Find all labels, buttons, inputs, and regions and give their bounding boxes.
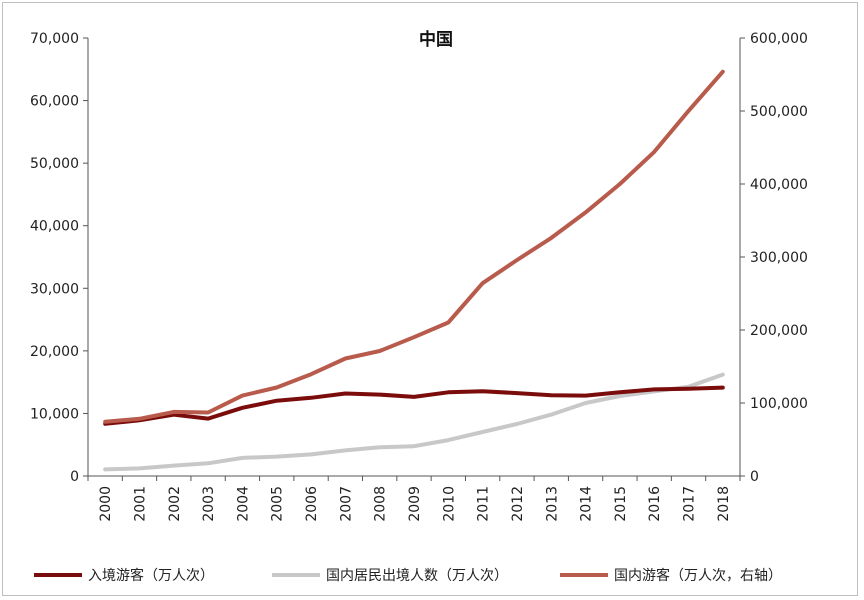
x-tick-label: 2013 — [544, 486, 560, 522]
x-tick-label: 2017 — [682, 486, 698, 522]
chart-title: 中国 — [419, 29, 453, 50]
legend-label-2: 国内游客（万人次，右轴） — [614, 567, 782, 584]
x-tick-label: 2014 — [579, 486, 595, 522]
x-tick-label: 2010 — [441, 486, 457, 522]
left-tick-label: 30,000 — [30, 281, 79, 297]
left-tick-label: 0 — [70, 469, 79, 485]
left-tick-label: 40,000 — [30, 219, 79, 235]
x-tick-label: 2004 — [235, 486, 251, 522]
legend-label-0: 入境游客（万人次） — [88, 567, 214, 584]
x-tick-label: 2001 — [132, 486, 148, 522]
series-lines — [103, 69, 725, 472]
x-tick-label: 2002 — [167, 486, 183, 522]
x-tick-label: 2006 — [304, 486, 320, 522]
x-tick-label: 2012 — [510, 486, 526, 522]
series-line-0 — [103, 385, 725, 426]
left-tick-label: 20,000 — [30, 344, 79, 360]
right-tick-label: 100,000 — [750, 396, 808, 412]
legend-label-1: 国内居民出境人数（万人次） — [326, 568, 508, 584]
left-tick-label: 10,000 — [30, 406, 79, 422]
right-tick-label: 300,000 — [750, 250, 808, 266]
x-tick-label: 2007 — [338, 486, 354, 522]
x-tick-label: 2000 — [98, 486, 114, 522]
x-tick-label: 2005 — [270, 486, 286, 522]
x-tick-label: 2015 — [613, 486, 629, 522]
left-tick-label: 50,000 — [30, 156, 79, 172]
x-tick-label: 2011 — [476, 486, 492, 522]
series-line-2 — [103, 69, 725, 424]
right-tick-label: 600,000 — [750, 31, 808, 47]
x-tick-label: 2008 — [373, 486, 389, 522]
series-line-1 — [103, 372, 725, 472]
left-tick-label: 60,000 — [30, 94, 79, 110]
x-tick-label: 2003 — [201, 486, 217, 522]
legend: 入境游客（万人次） 国内居民出境人数（万人次） 国内游客（万人次，右轴） — [34, 567, 782, 584]
right-tick-label: 500,000 — [750, 104, 808, 120]
x-tick-label: 2018 — [716, 486, 732, 522]
x-tick-label: 2016 — [647, 486, 663, 522]
x-tick-label: 2009 — [407, 486, 423, 522]
left-tick-label: 70,000 — [30, 31, 79, 47]
right-tick-label: 200,000 — [750, 323, 808, 339]
right-tick-label: 0 — [750, 469, 759, 485]
right-tick-label: 400,000 — [750, 177, 808, 193]
axes: 0 10,000 20,000 30,000 40,000 50,000 60,000 70,… — [30, 31, 808, 522]
